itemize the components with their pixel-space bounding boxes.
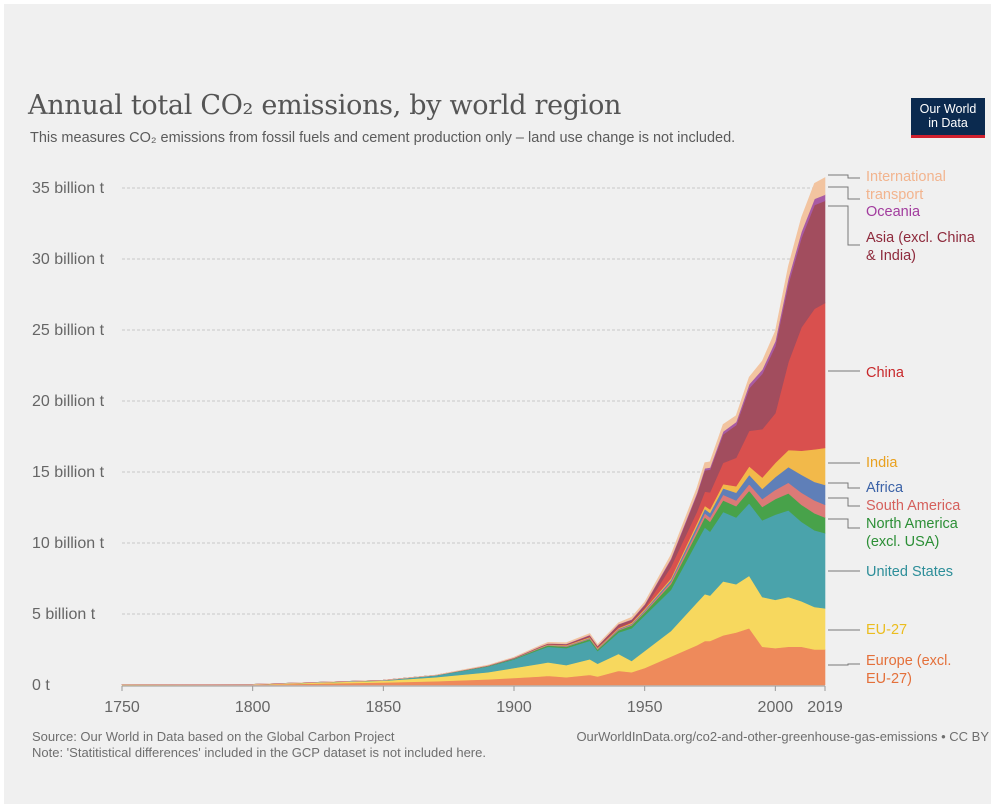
legend-entry[interactable]: China (828, 365, 905, 381)
axes: 0 t 5 billion t 10 billion t 15 billion t 20… (32, 180, 843, 716)
y-tick-label: 30 billion t (32, 251, 105, 268)
y-tick-label: 25 billion t (32, 322, 105, 339)
x-tick-label: 1800 (235, 699, 271, 716)
chart-subtitle: This measures CO₂ emissions from fossil … (30, 130, 736, 146)
legend-label: Oceania (866, 204, 921, 220)
legend-entry[interactable]: Europe (excl. EU-27) (828, 653, 951, 687)
source-url[interactable]: OurWorldInData.org/co2-and-other-greenho… (576, 729, 989, 744)
legend-leader-line (828, 518, 860, 529)
legend-label: India (866, 455, 898, 471)
legend-label: China (866, 365, 905, 381)
x-tick-label: 2000 (758, 699, 794, 716)
legend-entry[interactable]: South America (828, 497, 961, 514)
legend-entry[interactable]: India (828, 455, 898, 471)
y-tick-label: 20 billion t (32, 393, 105, 410)
chart-title: Annual total CO₂ emissions, by world reg… (28, 90, 622, 121)
x-tick-label: 1950 (627, 699, 663, 716)
note-text: Note: 'Statitistical differences' includ… (32, 745, 486, 760)
y-tick-label: 5 billion t (32, 606, 96, 623)
legend-label: (excl. USA) (866, 534, 939, 550)
legend-label: North America (866, 516, 959, 532)
legend-label: United States (866, 564, 953, 580)
legend-label: South America (866, 498, 961, 514)
legend-label: & India) (866, 248, 916, 264)
logo-line-2: in Data (928, 116, 968, 130)
owid-logo[interactable]: Our World in Data (911, 98, 985, 138)
legend-entry[interactable]: Asia (excl. China & India) (828, 205, 976, 264)
legend-leader-line (828, 482, 860, 489)
y-tick-label: 10 billion t (32, 535, 105, 552)
legend-entry[interactable]: North America (excl. USA) (828, 516, 959, 550)
legend-entry[interactable]: International transport (828, 169, 946, 203)
legend-label: EU-27 (866, 622, 907, 638)
legend-entry[interactable]: United States (828, 564, 953, 580)
legend-label: Europe (excl. (866, 653, 951, 669)
y-tick-label: 35 billion t (32, 180, 105, 197)
legend-label: International (866, 169, 946, 185)
legend-label: transport (866, 187, 923, 203)
source-text: Source: Our World in Data based on the G… (32, 729, 395, 744)
x-tick-label: 1850 (366, 699, 402, 716)
legend-leader-line (828, 186, 860, 200)
x-tick-label: 2019 (807, 699, 843, 716)
area-series (121, 177, 826, 686)
logo-line-1: Our World (919, 102, 977, 116)
y-tick-label: 15 billion t (32, 464, 105, 481)
legend-leader-line (828, 174, 860, 179)
x-tick-label: 1750 (104, 699, 140, 716)
legend-entry[interactable]: Oceania (828, 186, 921, 220)
x-tick-label: 1900 (496, 699, 532, 716)
area-international-transport[interactable] (121, 177, 826, 686)
legend-leader-line (828, 497, 860, 507)
legend-leader-line (828, 663, 860, 666)
legend-label: EU-27) (866, 671, 912, 687)
legend-entry[interactable]: Africa (828, 480, 904, 496)
legend-leader-line (828, 205, 860, 246)
legend-label: Asia (excl. China (866, 230, 976, 246)
legend-label: Africa (866, 480, 904, 496)
legend-entry[interactable]: EU-27 (828, 622, 907, 638)
y-tick-label: 0 t (32, 677, 50, 694)
